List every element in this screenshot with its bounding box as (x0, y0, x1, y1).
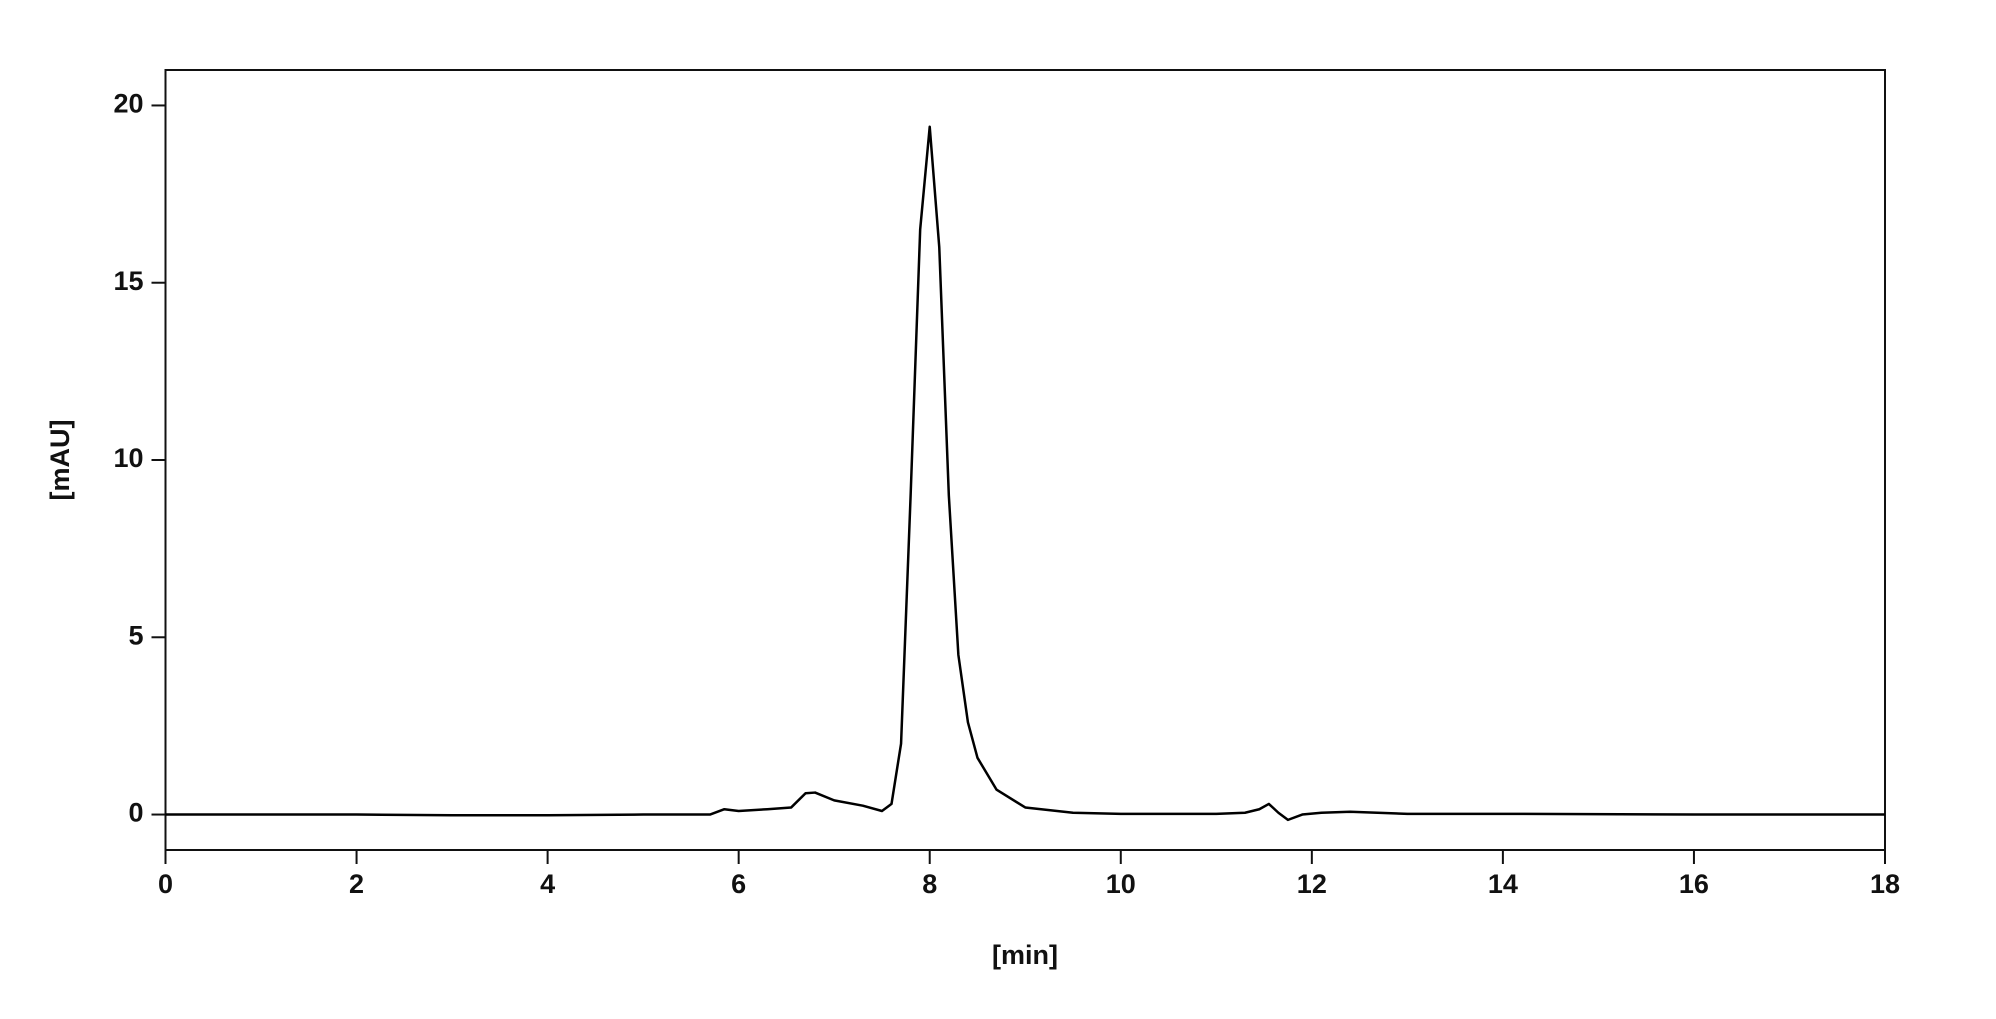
x-tick-label: 10 (1106, 869, 1136, 899)
x-tick-label: 6 (731, 869, 746, 899)
x-tick-label: 16 (1679, 869, 1709, 899)
x-tick-label: 12 (1297, 869, 1327, 899)
y-tick-label: 15 (113, 266, 143, 296)
x-tick-label: 14 (1488, 869, 1518, 899)
y-axis-label: [mAU] (45, 420, 75, 501)
plot-frame (164, 69, 1886, 851)
data-line (165, 125, 1885, 822)
y-tick-label: 0 (128, 798, 143, 828)
x-tick-label: 8 (922, 869, 937, 899)
y-tick-label: 20 (113, 89, 143, 119)
y-tick-label: 10 (113, 443, 143, 473)
x-tick-label: 2 (349, 869, 364, 899)
x-tick-label: 0 (158, 869, 173, 899)
x-axis-label: [min] (992, 940, 1058, 970)
x-tick-label: 4 (540, 869, 555, 899)
y-tick-label: 5 (128, 620, 143, 650)
x-tick-label: 18 (1870, 869, 1900, 899)
